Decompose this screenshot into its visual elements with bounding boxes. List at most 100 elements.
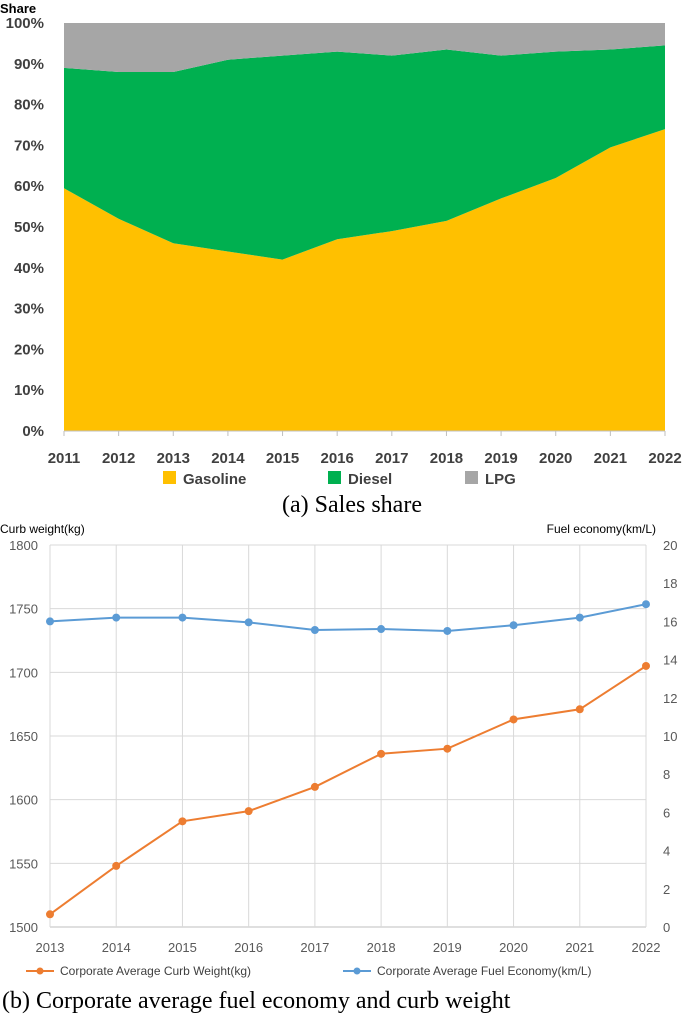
gridlines [49, 544, 647, 928]
right-y-tick-label: 20 [663, 538, 677, 553]
left-y-tick-label: 1650 [9, 729, 38, 744]
x-tick-label: 2021 [594, 450, 627, 467]
y-tick-label: 10% [14, 382, 44, 399]
data-point [46, 910, 54, 919]
area-gasoline [64, 129, 665, 431]
y-tick-label: 0% [22, 423, 44, 440]
left-y-axis-title: Curb weight(kg) [0, 522, 85, 536]
y-tick-label: 80% [14, 97, 44, 114]
x-tick-label: 2015 [168, 940, 197, 955]
sales-share-chart: 0% 10% 20% 30% 40% 50% 60% 70% 80% 90% 100% 2011 20… [0, 1, 682, 518]
x-tick-label: 2015 [266, 450, 299, 467]
data-point [642, 600, 650, 609]
x-tick-label: 2013 [157, 450, 190, 467]
caption-a: (a) Sales share [282, 492, 422, 518]
series-line-1 [49, 603, 647, 633]
y-axis-title: Share [0, 1, 36, 16]
x-tick-label: 2012 [102, 450, 135, 467]
legend-marker [353, 967, 361, 975]
x-axis-ticks: 2011 2012 2013 2014 2015 2016 2017 2018 2019 2020… [48, 431, 682, 467]
line-series-group [46, 600, 650, 919]
right-y-tick-label: 4 [663, 844, 670, 859]
data-point [642, 661, 650, 670]
x-tick-label: 2014 [102, 940, 131, 955]
legend-marker [36, 967, 44, 975]
y-tick-label: 70% [14, 137, 44, 154]
right-y-tick-label: 16 [663, 614, 677, 629]
data-point [112, 861, 121, 870]
y-tick-label: 50% [14, 219, 44, 236]
legend: Gasoline Diesel LPG [163, 471, 516, 488]
right-y-tick-label: 18 [663, 576, 677, 591]
right-y-tick-label: 6 [663, 805, 670, 820]
left-y-tick-label: 1750 [9, 602, 38, 617]
right-y-axis-title: Fuel economy(km/L) [547, 522, 656, 536]
x-axis-ticks: 2013 2014 2015 2016 2017 2018 2019 2020 2021 2022 [36, 940, 661, 955]
y-tick-label: 40% [14, 260, 44, 277]
legend: Corporate Average Curb Weight(kg) Corpora… [26, 964, 592, 978]
right-y-tick-label: 2 [663, 882, 670, 897]
legend-label: Gasoline [183, 471, 246, 488]
data-point [178, 817, 187, 826]
y-axis-ticks: 0% 10% 20% 30% 40% 50% 60% 70% 80% 90% 100% [6, 15, 44, 440]
x-tick-label: 2020 [499, 940, 528, 955]
left-y-tick-label: 1600 [9, 793, 38, 808]
x-tick-label: 2013 [36, 940, 65, 955]
left-y-tick-label: 1550 [9, 856, 38, 871]
left-y-tick-label: 1800 [9, 538, 38, 553]
x-tick-label: 2016 [320, 450, 353, 467]
data-point [509, 621, 518, 630]
left-y-tick-label: 1500 [9, 920, 38, 935]
legend-swatch-lpg [465, 471, 478, 484]
x-tick-label: 2017 [300, 940, 329, 955]
data-point [46, 617, 54, 626]
legend-swatch-diesel [328, 471, 341, 484]
right-y-tick-label: 14 [663, 653, 677, 668]
right-y-tick-label: 10 [663, 729, 677, 744]
data-point [377, 625, 386, 634]
y-tick-label: 20% [14, 341, 44, 358]
fuel-economy-curb-weight-chart: 1500 1550 1600 1650 1700 1750 1800 0 2 4 6 8 10 12 14… [0, 522, 677, 1014]
legend-label: Corporate Average Fuel Economy(km/L) [377, 964, 592, 978]
data-point [310, 782, 319, 791]
data-point [112, 613, 121, 622]
right-y-tick-label: 12 [663, 691, 677, 706]
x-tick-label: 2016 [234, 940, 263, 955]
x-tick-label: 2020 [539, 450, 572, 467]
data-point [310, 625, 319, 634]
right-y-axis-ticks: 0 2 4 6 8 10 12 14 16 18 20 [663, 538, 677, 935]
x-tick-label: 2021 [565, 940, 594, 955]
data-point [443, 744, 452, 753]
legend-label: Corporate Average Curb Weight(kg) [60, 964, 251, 978]
y-tick-label: 60% [14, 178, 44, 195]
x-tick-label: 2011 [48, 450, 81, 467]
caption-b: (b) Corporate average fuel economy and c… [2, 988, 511, 1014]
x-tick-label: 2018 [367, 940, 396, 955]
right-y-tick-label: 8 [663, 767, 670, 782]
x-tick-label: 2022 [648, 450, 681, 467]
data-point [575, 705, 584, 714]
data-point [509, 715, 518, 724]
x-tick-label: 2022 [632, 940, 661, 955]
data-point [244, 807, 253, 816]
y-tick-label: 30% [14, 301, 44, 318]
y-tick-label: 90% [14, 56, 44, 73]
data-point [443, 626, 452, 635]
data-point [575, 613, 584, 622]
x-tick-label: 2018 [430, 450, 463, 467]
data-point [377, 749, 386, 758]
data-point [178, 613, 187, 622]
right-y-tick-label: 0 [663, 920, 670, 935]
y-tick-label: 100% [6, 15, 44, 32]
x-tick-label: 2019 [484, 450, 517, 467]
x-tick-label: 2019 [433, 940, 462, 955]
data-point [244, 618, 253, 627]
left-y-axis-ticks: 1500 1550 1600 1650 1700 1750 1800 [9, 538, 38, 935]
series-line-0 [49, 665, 647, 916]
area-series-group [64, 23, 665, 432]
x-tick-label: 2014 [211, 450, 245, 467]
left-y-tick-label: 1700 [9, 665, 38, 680]
area-lpg [64, 23, 665, 72]
area-diesel [64, 45, 665, 260]
